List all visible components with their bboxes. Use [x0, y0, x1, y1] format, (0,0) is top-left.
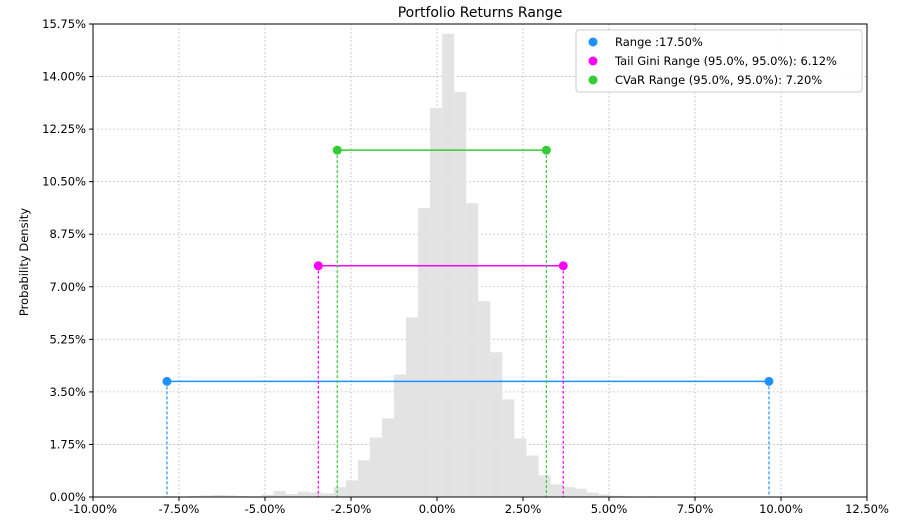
histogram-bar	[454, 92, 467, 498]
histogram-bar	[273, 490, 286, 497]
x-tick-label: -7.50%	[159, 502, 200, 516]
histogram-bar	[261, 494, 274, 497]
y-tick-label: 8.75%	[49, 227, 86, 241]
x-tick-label: -2.50%	[331, 502, 372, 516]
histogram-bar	[586, 492, 599, 497]
legend-marker	[588, 56, 598, 66]
range-series	[162, 145, 774, 497]
histogram-bar	[574, 488, 587, 497]
x-tick-label: 7.50%	[677, 502, 714, 516]
y-tick-label: 12.25%	[42, 122, 86, 136]
histogram-bar	[357, 460, 370, 497]
histogram-bar	[466, 203, 479, 497]
range-endpoint	[332, 145, 342, 155]
histogram-bar	[502, 399, 515, 497]
histogram-bar	[394, 374, 407, 497]
histogram-bar	[514, 438, 527, 497]
histogram-bar	[598, 494, 611, 497]
range-endpoint	[764, 376, 774, 386]
y-axis: 0.00% 1.75% 3.50% 5.25% 7.00% 8.75% 10.50% 12.2…	[42, 17, 93, 504]
y-tick-label: 5.25%	[49, 332, 86, 346]
histogram-bar	[406, 317, 419, 497]
x-tick-label: 5.00%	[591, 502, 628, 516]
histogram-bar	[538, 475, 551, 497]
plot-frame	[92, 23, 868, 498]
x-tick-label: 0.00%	[419, 502, 456, 516]
histogram-bar	[321, 493, 334, 497]
legend-box	[575, 29, 863, 93]
histogram-bar	[201, 495, 214, 497]
histogram-bar	[285, 493, 298, 497]
histogram-bar	[478, 301, 491, 497]
range-series-2	[313, 261, 568, 497]
histogram-bar	[550, 484, 563, 497]
histogram-bar	[297, 491, 310, 497]
x-tick-label: 10.00%	[759, 502, 803, 516]
range-endpoint	[541, 145, 551, 155]
histogram-bar	[333, 487, 346, 497]
y-tick-label: 15.75%	[42, 17, 86, 31]
range-series-3	[332, 145, 551, 497]
legend-marker	[588, 37, 598, 47]
y-axis-label: Probability Density	[17, 208, 31, 316]
histogram-bar	[418, 208, 431, 497]
legend-label: Tail Gini Range (95.0%, 95.0%): 6.12%	[614, 54, 837, 68]
histogram-bar	[490, 352, 503, 497]
x-tick-label: 12.50%	[845, 502, 889, 516]
histogram-bar	[369, 437, 382, 497]
histogram-bar	[213, 494, 226, 497]
range-series-1	[162, 376, 774, 497]
x-tick-label: -5.00%	[245, 502, 286, 516]
legend-label: CVaR Range (95.0%, 95.0%): 7.20%	[615, 73, 822, 87]
legend-marker	[588, 75, 598, 85]
histogram-bar	[345, 480, 358, 497]
histogram-bar	[610, 495, 623, 497]
histogram-bar	[309, 492, 322, 497]
x-axis: -10.00% -7.50% -5.00% -2.50% 0.00% 2.50% 5.00%…	[69, 497, 889, 516]
y-tick-label: 3.50%	[49, 385, 86, 399]
histogram-bar	[526, 455, 539, 497]
y-tick-label: 1.75%	[49, 437, 86, 451]
y-tick-label: 7.00%	[49, 280, 86, 294]
chart-title: Portfolio Returns Range	[398, 5, 563, 21]
range-endpoint	[313, 261, 323, 271]
y-tick-label: 14.00%	[42, 70, 86, 84]
range-endpoint	[162, 376, 172, 386]
range-endpoint	[558, 261, 568, 271]
x-tick-label: -10.00%	[69, 502, 117, 516]
histogram-bar	[225, 495, 238, 497]
legend: Range :17.50% Tail Gini Range (95.0%, 95.…	[575, 29, 863, 93]
histogram-bar	[562, 487, 575, 497]
legend-label: Range :17.50%	[615, 35, 703, 49]
histogram-bar	[381, 418, 394, 497]
y-tick-label: 0.00%	[49, 490, 86, 504]
histogram-bar	[430, 108, 443, 497]
y-tick-label: 10.50%	[42, 175, 86, 189]
x-tick-label: 2.50%	[505, 502, 542, 516]
